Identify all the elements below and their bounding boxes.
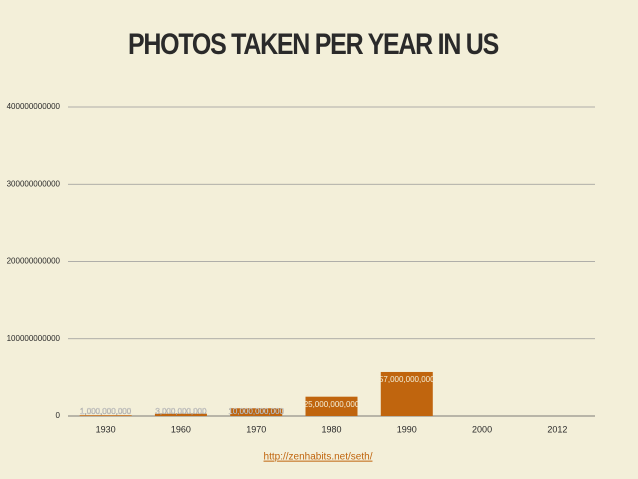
value-label: 1,000,000,000 [80, 407, 132, 416]
bar [305, 396, 358, 416]
bar [79, 415, 132, 416]
value-label: 57,000,000,000 [379, 375, 435, 384]
x-tick-label: 2012 [547, 424, 567, 434]
y-tick-label: 0 [56, 411, 61, 420]
bar [154, 413, 207, 416]
value-label: 10,000,000,000 [228, 407, 284, 416]
y-tick-label: 400000000000 [7, 102, 61, 111]
x-tick-label: 1970 [246, 424, 266, 434]
x-tick-label: 1980 [321, 424, 341, 434]
value-label: 3,000,000,000 [155, 407, 207, 416]
value-label: 25,000,000,000 [304, 400, 360, 409]
source-link[interactable]: http://zenhabits.net/seth/ [264, 452, 373, 463]
bar [230, 408, 283, 416]
y-tick-label: 100000000000 [7, 334, 61, 343]
x-tick-label: 1930 [96, 424, 116, 434]
y-tick-label: 200000000000 [7, 257, 61, 266]
bar [380, 371, 433, 416]
x-tick-label: 2000 [472, 424, 492, 434]
y-tick-label: 300000000000 [7, 179, 61, 188]
x-tick-label: 1990 [397, 424, 417, 434]
chart-title: PHOTOS TAKEN PER YEAR IN US [128, 28, 498, 61]
x-tick-label: 1960 [171, 424, 191, 434]
